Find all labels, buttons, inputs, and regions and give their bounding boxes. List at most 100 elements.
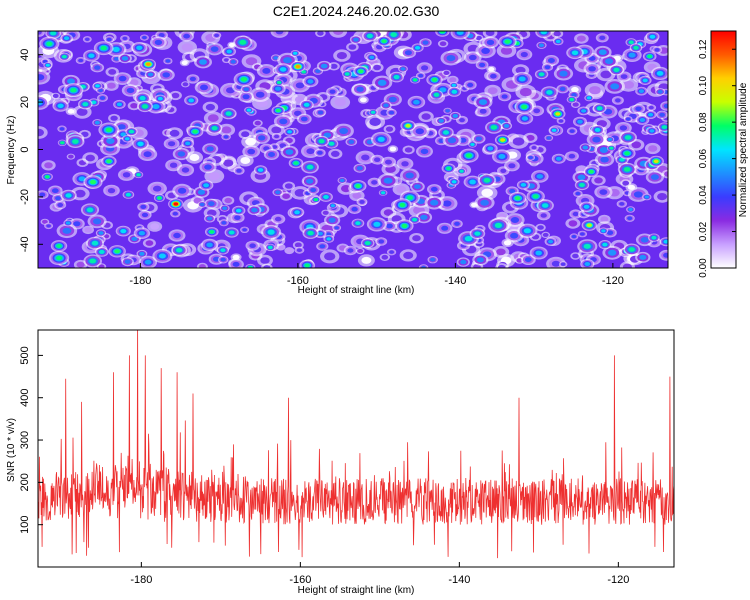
heatmap-cell xyxy=(347,248,354,253)
heatmap-cell xyxy=(98,88,103,93)
heatmap-cell xyxy=(356,86,364,92)
heatmap-cell xyxy=(136,45,143,50)
heatmap-cell xyxy=(586,96,592,100)
heatmap-cell xyxy=(145,62,151,66)
heatmap-cell xyxy=(246,108,252,112)
colorbar-tick-label: 0.06 xyxy=(698,148,709,168)
heatmap-cell xyxy=(514,196,521,201)
heatmap-cell xyxy=(635,106,642,112)
heatmap-cell xyxy=(93,218,102,225)
heatmap-cell xyxy=(317,231,323,236)
heatmap-cell xyxy=(140,204,147,209)
heatmap-cell xyxy=(122,172,131,178)
heatmap-cell xyxy=(207,114,219,122)
heatmap-cell xyxy=(105,127,113,133)
heatmap-cell xyxy=(67,109,75,114)
heatmap-cell xyxy=(609,146,614,150)
heatmap-cell xyxy=(91,100,97,105)
heatmap-cell xyxy=(210,46,219,52)
heatmap-cell xyxy=(389,250,395,254)
heatmap-cell xyxy=(84,37,90,41)
heatmap-cell xyxy=(60,141,65,145)
heatmap-cell xyxy=(531,145,537,150)
heatmap-cell xyxy=(456,31,464,35)
heatmap-cell xyxy=(317,31,324,36)
colorbar-gradient xyxy=(710,30,737,269)
heatmap-cell xyxy=(267,229,275,235)
heatmap-cell xyxy=(128,129,135,134)
heatmap-cell xyxy=(607,137,613,142)
heatmap-cell xyxy=(373,221,381,227)
heatmap-cell xyxy=(418,73,424,78)
colorbar-tick-label: 0.08 xyxy=(698,112,709,132)
heatmap-cell xyxy=(538,72,545,77)
heatmap-cell xyxy=(287,130,292,134)
heatmap-cell xyxy=(65,221,71,225)
heatmap-cell xyxy=(639,118,646,122)
heatmap-cell xyxy=(542,203,549,208)
heatmap-cell xyxy=(575,191,581,196)
heatmap-cell xyxy=(400,67,406,71)
heatmap-cell xyxy=(356,166,363,171)
heatmap-x-tick-label: -160 xyxy=(287,275,309,287)
heatmap-cell xyxy=(464,236,473,242)
heatmap-cell xyxy=(640,237,649,243)
heatmap-cell xyxy=(242,94,250,100)
heatmap-cell xyxy=(99,249,105,254)
heatmap-cell xyxy=(84,227,92,233)
heatmap-cell xyxy=(487,146,494,151)
heatmap-cell xyxy=(317,150,323,155)
heatmap-cell xyxy=(182,82,189,87)
heatmap-cell xyxy=(141,212,149,218)
heatmap-cell xyxy=(168,141,176,147)
heatmap-cell xyxy=(359,199,365,204)
heatmap-cell xyxy=(348,139,355,144)
heatmap-cell xyxy=(399,202,406,208)
heatmap-cell xyxy=(508,163,516,169)
heatmap-cell xyxy=(317,110,324,115)
heatmap-cell xyxy=(536,174,544,179)
heatmap-cell xyxy=(648,105,654,110)
heatmap-cell xyxy=(282,193,290,199)
heatmap-cell xyxy=(445,109,450,113)
heatmap-cell xyxy=(520,183,527,187)
heatmap-cell xyxy=(91,240,99,246)
heatmap-cell xyxy=(624,135,632,140)
heatmap-cell xyxy=(285,149,294,155)
heatmap-cell xyxy=(355,221,361,226)
heatmap-cell xyxy=(279,118,288,125)
heatmap-cell xyxy=(503,123,510,128)
heatmap-cell xyxy=(599,147,609,153)
heatmap-cell xyxy=(73,221,81,227)
heatmap-cell xyxy=(421,265,427,268)
heatmap-cell xyxy=(633,191,643,198)
heatmap-cell xyxy=(294,242,302,248)
heatmap-cell xyxy=(138,231,145,236)
heatmap-cell xyxy=(232,254,240,260)
heatmap-cell xyxy=(88,53,95,58)
heatmap-y-tick-label: -20 xyxy=(19,189,31,205)
heatmap-cell xyxy=(476,257,484,263)
heatmap-cell xyxy=(598,49,607,55)
heatmap-cell xyxy=(451,83,457,87)
heatmap-cell xyxy=(52,93,59,98)
heatmap-cell xyxy=(401,161,409,167)
heatmap-cell xyxy=(67,78,75,84)
colorbar-tick-label: 0.12 xyxy=(698,39,709,59)
heatmap-cell xyxy=(352,192,362,199)
heatmap-cell xyxy=(420,148,429,155)
heatmap-cell xyxy=(588,66,596,72)
heatmap-cell xyxy=(386,223,393,229)
snr-y-ticks: 100 200 300 400 500 xyxy=(19,346,43,534)
heatmap-cell xyxy=(257,168,264,172)
heatmap-cell xyxy=(157,196,162,200)
heatmap-cell xyxy=(214,33,220,38)
heatmap-cell xyxy=(304,263,310,268)
heatmap-cell xyxy=(497,264,506,268)
heatmap-cell xyxy=(540,31,547,35)
heatmap-cell xyxy=(271,145,278,149)
heatmap-cell xyxy=(441,225,449,231)
heatmap-cell xyxy=(584,262,591,266)
heatmap-cell xyxy=(188,98,194,103)
